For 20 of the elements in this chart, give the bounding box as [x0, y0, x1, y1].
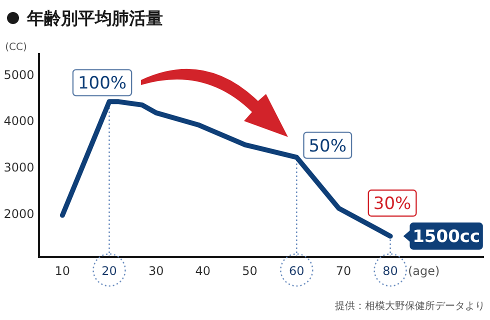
- text: 提供：相模大野保健所データより: [335, 300, 485, 312]
- y-tick-label: 3000: [4, 160, 34, 175]
- annotation: 1500cc: [412, 227, 480, 248]
- x-tick-label: 80: [382, 264, 398, 278]
- y-axis-title: (CC): [5, 42, 27, 53]
- annotation: 50%: [308, 136, 347, 156]
- y-tick-label: 5000: [4, 68, 34, 82]
- y-tick-label: 2000: [4, 206, 34, 221]
- x-tick-label: 70: [336, 264, 352, 278]
- x-tick-label: 30: [148, 264, 164, 278]
- x-tick-label: 40: [195, 264, 211, 278]
- x-axis-title: (age): [408, 264, 440, 278]
- chart-title: 年齢別平均肺活量: [26, 9, 163, 29]
- annotation: 100%: [78, 74, 127, 94]
- annotation: 30%: [373, 194, 412, 214]
- x-tick-label: 10: [54, 264, 70, 278]
- x-tick-label: 20: [102, 264, 117, 278]
- x-tick-label: 50: [242, 264, 258, 278]
- y-tick-label: 4000: [4, 114, 34, 128]
- x-tick-label: 60: [288, 264, 304, 278]
